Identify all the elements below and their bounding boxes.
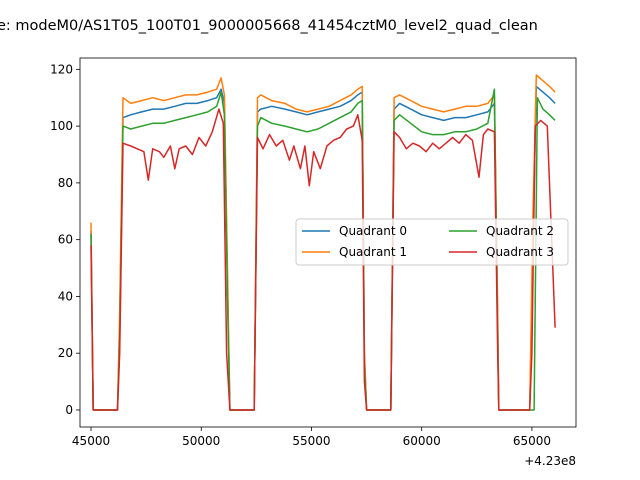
series-layer: [90, 74, 556, 411]
legend-label: Quadrant 2: [486, 224, 554, 238]
y-tick-label: 60: [58, 233, 73, 247]
ticks-layer: 45000 50000 55000 60000 65000 0 20 40 60 80 100 120: [50, 62, 551, 448]
axes-frame: [79, 57, 577, 428]
chart-title: n file: modeM0/AS1T05_100T01_9000005668_…: [0, 18, 538, 34]
y-tick-label: 100: [50, 119, 73, 133]
legend-box: [295, 218, 569, 266]
y-tick-label: 80: [58, 176, 73, 190]
y-tick-label: 120: [50, 62, 73, 76]
series-line-quadrant-2: [90, 88, 556, 411]
legend-label: Quadrant 1: [339, 245, 407, 259]
x-tick-label: 60000: [403, 434, 441, 448]
series-line-quadrant-3: [90, 108, 556, 411]
x-tick-label: 65000: [513, 434, 551, 448]
series-line-quadrant-1: [90, 74, 556, 411]
x-tick-label: 55000: [292, 434, 330, 448]
x-tick-label: 45000: [72, 434, 110, 448]
y-tick-label: 40: [58, 289, 73, 303]
x-offset-label: +4.23e8: [524, 454, 576, 468]
legend: Quadrant 0 Quadrant 1 Quadrant 2 Quadrant 3: [295, 218, 569, 266]
y-tick-label: 0: [65, 403, 73, 417]
legend-label: Quadrant 0: [339, 224, 407, 238]
legend-label: Quadrant 3: [486, 245, 554, 259]
x-tick-label: 50000: [182, 434, 220, 448]
y-tick-label: 20: [58, 346, 73, 360]
